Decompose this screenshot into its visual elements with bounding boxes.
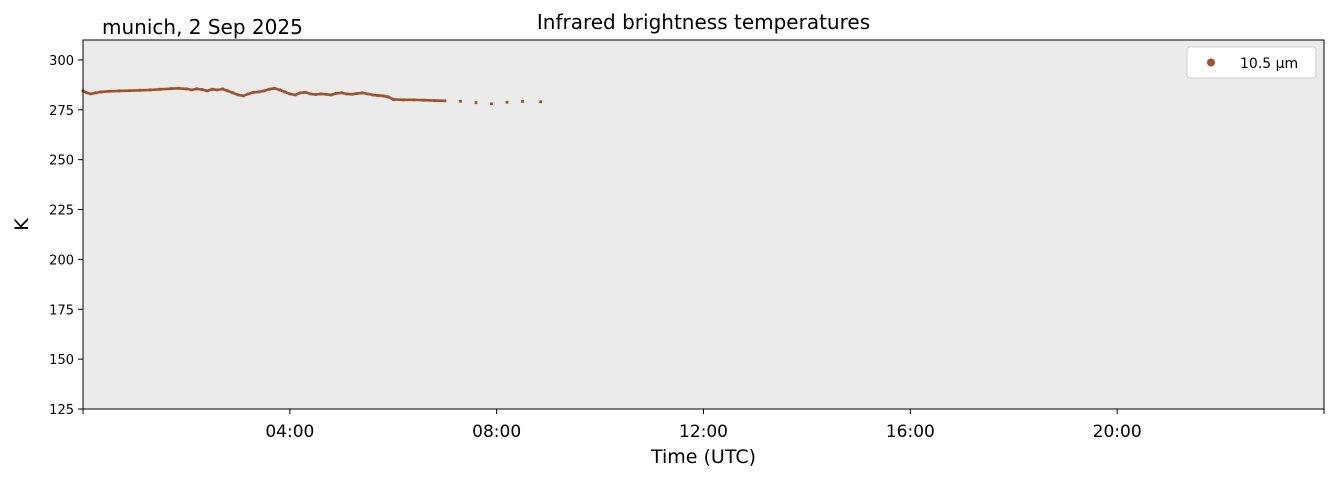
data-point bbox=[433, 99, 437, 103]
legend: 10.5 µm bbox=[1186, 46, 1317, 79]
data-point bbox=[412, 98, 416, 102]
data-point bbox=[288, 92, 292, 96]
data-point bbox=[334, 91, 338, 95]
y-tick-label: 250 bbox=[49, 154, 74, 169]
data-point bbox=[205, 89, 209, 93]
data-point bbox=[210, 87, 214, 91]
data-point bbox=[490, 102, 493, 106]
data-point bbox=[216, 88, 219, 92]
data-point bbox=[293, 93, 297, 97]
data-point bbox=[329, 93, 333, 97]
data-point bbox=[360, 91, 364, 95]
data-point bbox=[200, 88, 204, 91]
x-tick-label: 04:00 bbox=[265, 422, 314, 442]
data-point bbox=[505, 100, 509, 104]
chart-title: Infrared brightness temperatures bbox=[537, 10, 870, 34]
data-point bbox=[391, 98, 395, 101]
chart-subtitle: munich, 2 Sep 2025 bbox=[102, 15, 303, 39]
data-point bbox=[138, 88, 142, 92]
data-point bbox=[443, 99, 447, 103]
data-point bbox=[221, 87, 225, 91]
data-point bbox=[262, 89, 266, 93]
legend-label: 10.5 µm bbox=[1240, 56, 1298, 72]
data-point bbox=[177, 86, 181, 90]
x-axis: 04:00 08:00 12:00 16:00 20:00 bbox=[82, 409, 1325, 442]
series-layer bbox=[81, 86, 543, 106]
data-point bbox=[345, 92, 349, 96]
y-tick-label: 200 bbox=[49, 253, 74, 268]
data-point bbox=[247, 92, 250, 96]
x-tick-label: 20:00 bbox=[1093, 422, 1142, 442]
data-point bbox=[236, 93, 240, 97]
y-tick-label: 175 bbox=[49, 303, 74, 318]
data-point bbox=[241, 94, 245, 98]
data-point bbox=[128, 89, 131, 93]
data-point bbox=[371, 93, 374, 97]
data-point bbox=[365, 92, 369, 96]
data-point bbox=[402, 98, 405, 102]
y-axis: 125 150 175 200 225 250 275 300 bbox=[49, 54, 83, 418]
data-point bbox=[272, 86, 276, 90]
legend-marker bbox=[1207, 58, 1215, 67]
data-point bbox=[107, 89, 111, 93]
data-point bbox=[303, 90, 307, 94]
data-point bbox=[99, 90, 103, 94]
data-point bbox=[226, 89, 230, 93]
y-tick-label: 275 bbox=[49, 104, 74, 119]
data-point bbox=[267, 87, 271, 91]
data-point bbox=[257, 90, 261, 94]
data-point bbox=[169, 87, 173, 91]
x-tick-label: 08:00 bbox=[472, 422, 521, 442]
data-point bbox=[252, 90, 256, 94]
data-point bbox=[319, 92, 323, 96]
data-point bbox=[117, 89, 121, 93]
data-point bbox=[190, 88, 193, 92]
legend-box bbox=[1186, 46, 1317, 79]
x-tick-label: 16:00 bbox=[886, 422, 935, 442]
y-tick-label: 150 bbox=[49, 353, 74, 368]
data-point bbox=[422, 98, 426, 102]
data-point bbox=[381, 94, 385, 98]
data-point bbox=[474, 101, 478, 105]
y-tick-label: 225 bbox=[49, 204, 74, 219]
data-point bbox=[159, 87, 162, 91]
data-point bbox=[231, 91, 235, 95]
data-point bbox=[185, 87, 188, 91]
data-point bbox=[278, 88, 281, 92]
x-axis-label: Time (UTC) bbox=[650, 446, 756, 468]
data-point bbox=[195, 87, 199, 91]
data-point bbox=[283, 90, 287, 94]
data-point bbox=[459, 99, 462, 103]
data-point bbox=[340, 91, 343, 95]
data-point bbox=[355, 92, 359, 95]
data-point bbox=[376, 94, 380, 97]
data-point bbox=[350, 92, 354, 96]
y-tick-label: 300 bbox=[49, 54, 74, 69]
data-point bbox=[94, 91, 98, 95]
data-point bbox=[314, 93, 318, 96]
data-point bbox=[89, 92, 93, 96]
data-point bbox=[148, 88, 152, 92]
plot-frame bbox=[82, 39, 1325, 410]
data-point bbox=[85, 91, 89, 95]
plot-area bbox=[83, 40, 1324, 409]
data-point bbox=[521, 100, 524, 103]
data-point bbox=[539, 100, 543, 104]
y-tick-label: 125 bbox=[49, 403, 74, 418]
y-axis-label: K bbox=[11, 218, 33, 231]
data-point bbox=[386, 95, 390, 99]
data-point bbox=[309, 92, 312, 96]
x-tick-label: 12:00 bbox=[679, 422, 728, 442]
data-point bbox=[298, 91, 302, 95]
data-point bbox=[324, 92, 328, 96]
